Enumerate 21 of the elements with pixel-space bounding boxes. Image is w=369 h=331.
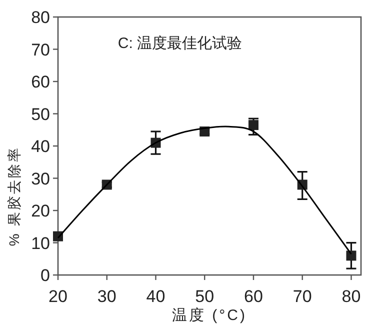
y-tick-label: 20 — [31, 202, 50, 220]
y-tick-label: 80 — [31, 8, 50, 27]
y-tick-label: 40 — [31, 137, 50, 156]
y-tick-label: 30 — [31, 169, 50, 188]
x-tick-label: 20 — [48, 287, 68, 306]
y-tick-label: 0 — [40, 266, 50, 285]
x-axis-title: 温度 (°C) — [172, 307, 247, 324]
y-tick-label: 50 — [31, 104, 50, 124]
x-tick-label: 30 — [97, 287, 116, 306]
x-tick-label: 70 — [292, 287, 312, 306]
y-tick-label: 60 — [31, 72, 50, 92]
text: C: 温度最佳化试验 — [118, 35, 242, 52]
y-tick-label: 70 — [31, 40, 50, 60]
y-tick-label: 10 — [31, 234, 50, 253]
x-tick-label: 40 — [146, 287, 166, 306]
point — [346, 250, 356, 261]
y-axis-title: % 果胶去除率 — [6, 146, 22, 246]
x-tick-label: 60 — [244, 287, 263, 306]
x-tick-label: 50 — [195, 287, 214, 306]
point — [248, 120, 258, 130]
x-tick-label: 80 — [342, 287, 361, 306]
